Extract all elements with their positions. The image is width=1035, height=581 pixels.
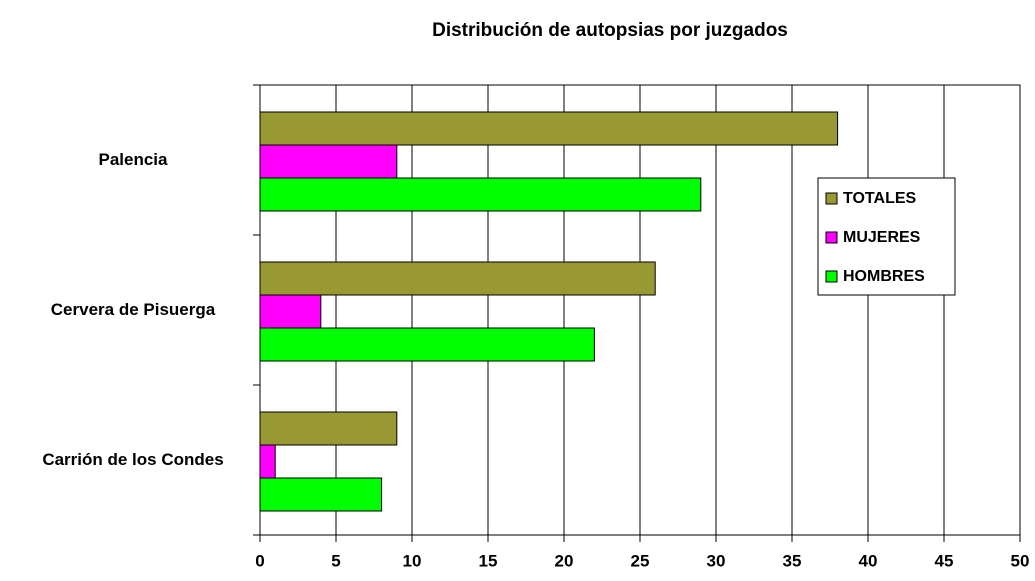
legend-swatch [825,192,838,205]
legend-label: TOTALES [843,190,917,207]
bar [259,411,398,446]
x-tick-label: 15 [479,551,498,570]
y-tick-label: Palencia [98,150,168,169]
x-tick-label: 30 [707,551,726,570]
x-tick-label: 50 [1011,551,1030,570]
x-tick-label: 5 [331,551,340,570]
x-tick-label: 20 [555,551,574,570]
legend-swatch [825,270,838,283]
x-tick-label: 40 [859,551,878,570]
x-tick-label: 10 [403,551,422,570]
bar [259,261,656,296]
bar [259,327,595,362]
bar [259,444,276,479]
bar [259,477,383,512]
x-tick-label: 0 [255,551,264,570]
y-tick-label: Cervera de Pisuerga [50,300,216,319]
bar [259,294,322,329]
bar [259,111,839,146]
bar [259,177,702,212]
bar [259,144,398,179]
legend-label: HOMBRES [843,268,925,285]
legend-label: MUJERES [843,229,921,246]
x-tick-label: 25 [631,551,650,570]
x-tick-label: 35 [783,551,802,570]
x-tick-label: 45 [935,551,954,570]
legend-box [817,177,956,296]
legend-swatch [825,231,838,244]
y-tick-label: Carrión de los Condes [42,450,224,469]
chart-title: Distribución de autopsias por juzgados [432,20,788,41]
